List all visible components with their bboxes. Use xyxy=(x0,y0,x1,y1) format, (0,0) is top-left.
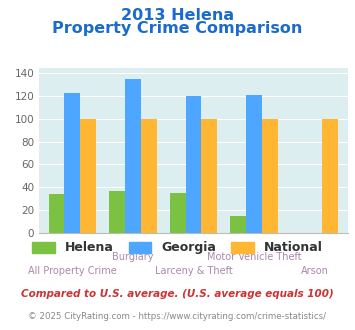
Bar xyxy=(322,119,338,233)
Bar xyxy=(141,119,157,233)
Text: Compared to U.S. average. (U.S. average equals 100): Compared to U.S. average. (U.S. average … xyxy=(21,289,334,299)
Bar xyxy=(262,119,278,233)
Bar xyxy=(80,119,96,233)
Text: All Property Crime: All Property Crime xyxy=(28,266,117,276)
Text: Larceny & Theft: Larceny & Theft xyxy=(154,266,233,276)
Bar xyxy=(65,93,80,233)
Bar xyxy=(49,194,65,233)
Bar xyxy=(201,119,217,233)
Text: 2013 Helena: 2013 Helena xyxy=(121,8,234,23)
Bar xyxy=(186,96,201,233)
Text: Burglary: Burglary xyxy=(112,252,154,262)
Text: Property Crime Comparison: Property Crime Comparison xyxy=(52,21,303,36)
Bar xyxy=(125,79,141,233)
Legend: Helena, Georgia, National: Helena, Georgia, National xyxy=(27,236,328,259)
Text: Arson: Arson xyxy=(301,266,328,276)
Bar xyxy=(230,215,246,233)
Bar xyxy=(246,95,262,233)
Text: Motor Vehicle Theft: Motor Vehicle Theft xyxy=(207,252,301,262)
Bar xyxy=(170,193,186,233)
Text: © 2025 CityRating.com - https://www.cityrating.com/crime-statistics/: © 2025 CityRating.com - https://www.city… xyxy=(28,312,327,321)
Bar xyxy=(109,190,125,233)
